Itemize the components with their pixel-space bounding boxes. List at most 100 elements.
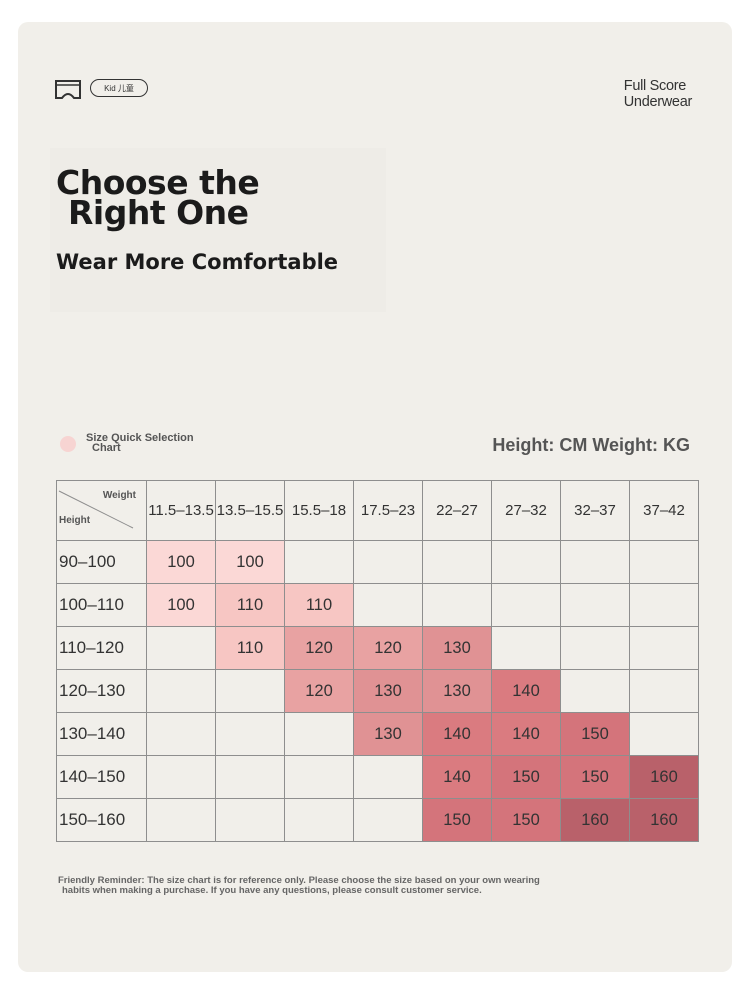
size-cell: 100 xyxy=(146,583,216,627)
friendly-reminder: Friendly Reminder: The size chart is for… xyxy=(58,876,540,896)
size-cell xyxy=(560,626,630,670)
size-cell xyxy=(284,755,354,799)
chart-caption-line-1: Size Quick Selection xyxy=(86,432,194,444)
size-cell xyxy=(491,626,561,670)
table-row: 90–100 100 100 xyxy=(56,540,699,584)
size-cell xyxy=(491,540,561,584)
size-cell: 120 xyxy=(284,669,354,713)
height-range-cell: 150–160 xyxy=(56,798,147,842)
size-cell: 100 xyxy=(146,540,216,584)
table-row: 150–160 150 150 160 160 xyxy=(56,798,699,842)
height-range-cell: 110–120 xyxy=(56,626,147,670)
table-header-row: Weight Height 11.5–13.5 13.5–15.5 15.5–18 1… xyxy=(56,480,699,541)
kid-badge: Kid 儿童 xyxy=(90,79,148,97)
reminder-line-2: habits when making a purchase. If you ha… xyxy=(62,885,482,896)
size-cell xyxy=(629,669,699,713)
weight-header: 32–37 xyxy=(560,480,630,541)
size-cell: 140 xyxy=(422,712,492,756)
title-line-2: Right One xyxy=(68,193,249,232)
height-range-cell: 130–140 xyxy=(56,712,147,756)
size-cell xyxy=(560,583,630,627)
size-cell xyxy=(353,798,423,842)
size-table: Weight Height 11.5–13.5 13.5–15.5 15.5–18 1… xyxy=(56,480,699,842)
page-title: Choose the Right One xyxy=(56,166,260,232)
size-cell xyxy=(146,798,216,842)
diagonal-divider xyxy=(58,490,134,529)
height-axis-label: Height xyxy=(59,515,91,526)
size-cell xyxy=(422,583,492,627)
table-row: 110–120 110 120 120 130 xyxy=(56,626,699,670)
size-cell: 160 xyxy=(629,798,699,842)
size-cell: 150 xyxy=(422,798,492,842)
brand-line-1: Full Score xyxy=(623,78,687,94)
size-cell xyxy=(146,626,216,670)
size-cell xyxy=(560,540,630,584)
size-cell xyxy=(629,712,699,756)
size-cell xyxy=(215,712,285,756)
legend-dot-icon xyxy=(60,436,76,452)
size-cell xyxy=(422,540,492,584)
table-corner: Weight Height xyxy=(56,480,147,541)
table-row: 100–110 100 110 110 xyxy=(56,583,699,627)
size-cell: 120 xyxy=(284,626,354,670)
size-cell xyxy=(215,798,285,842)
size-cell xyxy=(146,712,216,756)
size-cell: 150 xyxy=(491,798,561,842)
size-cell xyxy=(146,755,216,799)
height-range-cell: 120–130 xyxy=(56,669,147,713)
brand-name: Full Score Underwear xyxy=(623,78,693,110)
table-row: 140–150 140 150 150 160 xyxy=(56,755,699,799)
hero-background xyxy=(50,148,386,312)
size-cell xyxy=(560,669,630,713)
brand-logo: Kid 儿童 xyxy=(54,78,154,100)
size-cell xyxy=(215,669,285,713)
weight-header: 15.5–18 xyxy=(284,480,354,541)
size-cell xyxy=(629,583,699,627)
size-cell xyxy=(629,626,699,670)
weight-header: 22–27 xyxy=(422,480,492,541)
weight-header: 11.5–13.5 xyxy=(146,480,216,541)
weight-header: 37–42 xyxy=(629,480,699,541)
height-range-cell: 100–110 xyxy=(56,583,147,627)
weight-axis-label: Weight xyxy=(102,490,136,501)
size-cell: 160 xyxy=(560,798,630,842)
size-cell: 130 xyxy=(353,669,423,713)
size-cell: 110 xyxy=(215,626,285,670)
table-row: 130–140 130 140 140 150 xyxy=(56,712,699,756)
brand-line-2: Underwear xyxy=(623,94,693,110)
size-cell xyxy=(353,540,423,584)
size-cell: 110 xyxy=(215,583,285,627)
size-cell: 130 xyxy=(422,669,492,713)
size-cell xyxy=(284,798,354,842)
weight-header: 13.5–15.5 xyxy=(215,480,285,541)
size-cell xyxy=(629,540,699,584)
size-cell: 140 xyxy=(491,712,561,756)
height-range-cell: 90–100 xyxy=(56,540,147,584)
size-cell: 140 xyxy=(422,755,492,799)
table-row: 120–130 120 130 130 140 xyxy=(56,669,699,713)
size-cell xyxy=(146,669,216,713)
size-cell: 130 xyxy=(422,626,492,670)
weight-header: 27–32 xyxy=(491,480,561,541)
height-range-cell: 140–150 xyxy=(56,755,147,799)
reminder-line-1: Friendly Reminder: The size chart is for… xyxy=(58,875,540,886)
page-subtitle: Wear More Comfortable xyxy=(56,250,339,274)
size-cell xyxy=(353,583,423,627)
size-cell: 150 xyxy=(491,755,561,799)
size-cell: 130 xyxy=(353,712,423,756)
size-cell: 100 xyxy=(215,540,285,584)
chart-caption: Size Quick Selection Chart xyxy=(86,432,194,454)
title-line-1: Choose the xyxy=(56,163,260,202)
size-cell: 140 xyxy=(491,669,561,713)
size-cell xyxy=(353,755,423,799)
size-cell: 160 xyxy=(629,755,699,799)
size-cell xyxy=(284,540,354,584)
size-cell xyxy=(284,712,354,756)
size-cell: 110 xyxy=(284,583,354,627)
size-cell xyxy=(215,755,285,799)
size-cell xyxy=(491,583,561,627)
size-cell: 150 xyxy=(560,755,630,799)
weight-header: 17.5–23 xyxy=(353,480,423,541)
chart-caption-line-2: Chart xyxy=(92,442,121,454)
size-cell: 150 xyxy=(560,712,630,756)
